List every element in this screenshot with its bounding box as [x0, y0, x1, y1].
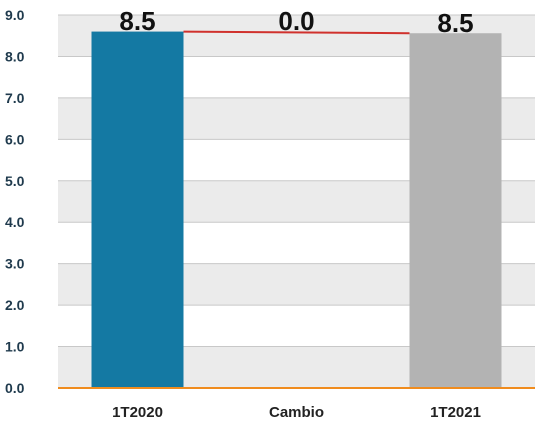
x-category-label: 1T2020 — [112, 404, 163, 421]
x-axis: 1T2020 Cambio 1T2021 — [112, 404, 481, 421]
y-tick-label: 4.0 — [5, 214, 25, 230]
y-tick-label: 3.0 — [5, 256, 25, 272]
data-label: 8.5 — [119, 6, 155, 36]
y-tick-label: 7.0 — [5, 90, 25, 106]
bars — [58, 30, 535, 389]
y-tick-label: 1.0 — [5, 339, 25, 355]
y-tick-label: 5.0 — [5, 173, 25, 189]
y-axis: 0.0 1.0 2.0 3.0 4.0 5.0 6.0 7.0 8.0 9.0 — [5, 7, 25, 396]
bar-cambio — [183, 30, 410, 35]
data-label: 0.0 — [278, 6, 314, 36]
x-category-label: Cambio — [269, 404, 324, 421]
bar-1T2020 — [91, 31, 184, 388]
data-label: 8.5 — [437, 8, 473, 38]
data-labels: 8.5 0.0 8.5 — [119, 6, 473, 38]
y-tick-label: 0.0 — [5, 380, 25, 396]
y-tick-label: 6.0 — [5, 131, 25, 147]
y-tick-label: 8.0 — [5, 48, 25, 64]
bar-1T2021 — [409, 33, 502, 388]
x-category-label: 1T2021 — [430, 404, 481, 421]
y-tick-label: 2.0 — [5, 297, 25, 313]
y-tick-label: 9.0 — [5, 7, 25, 23]
